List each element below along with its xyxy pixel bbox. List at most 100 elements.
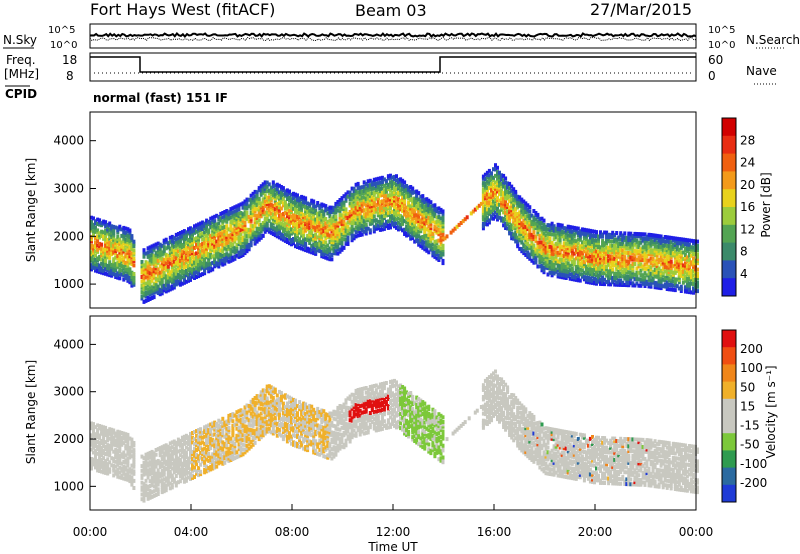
power-cell [601, 279, 605, 284]
power-cell [154, 279, 158, 284]
power-cell [681, 269, 685, 274]
power-cell [336, 225, 340, 230]
power-cell [407, 211, 411, 216]
power-cell [611, 254, 615, 259]
power-cell [588, 228, 592, 233]
power-cell [564, 273, 568, 278]
power-cell [586, 271, 590, 276]
power-cell [217, 238, 221, 243]
power-cell [386, 206, 390, 211]
power-cell [661, 271, 665, 276]
power-cell [500, 190, 504, 195]
power-cell [584, 254, 588, 258]
power-cell [536, 240, 540, 245]
power-cell [566, 254, 570, 259]
power-cell [249, 211, 253, 215]
power-cell [417, 191, 421, 196]
power-cell [427, 220, 431, 225]
power-cell [320, 213, 324, 218]
power-cell [162, 258, 166, 262]
power-cell [267, 203, 271, 208]
power-cell [180, 253, 184, 258]
power-cell [679, 269, 683, 274]
power-cell [681, 237, 685, 242]
power-cell [441, 228, 445, 233]
power-cell [601, 264, 605, 269]
power-cell [556, 229, 560, 234]
power-cell [281, 192, 285, 197]
power-cell [439, 246, 443, 251]
power-cell [681, 263, 685, 268]
freq-unit: [MHz] [4, 67, 39, 81]
power-cell [362, 223, 366, 228]
power-cell [100, 246, 104, 251]
power-cell [364, 203, 368, 208]
power-cell [94, 257, 97, 262]
power-cell [465, 215, 469, 220]
power-cell [506, 205, 510, 209]
power-cell [597, 260, 600, 265]
power-cell [336, 232, 340, 237]
power-cell [195, 260, 198, 264]
power-cell [586, 256, 590, 261]
power-cell [639, 240, 643, 245]
power-cell [233, 250, 237, 255]
power-cell [657, 266, 661, 271]
power-cell [191, 231, 194, 236]
power-cell [330, 244, 334, 249]
power-cell [213, 240, 217, 245]
power-cell [288, 196, 291, 200]
power-cell [142, 248, 146, 253]
power-cell [490, 184, 493, 189]
power-cell [372, 203, 376, 208]
power-cell [667, 235, 671, 240]
power-cell [352, 204, 356, 208]
power-cell [376, 194, 380, 198]
power-cell [104, 258, 108, 263]
power-cell [516, 216, 520, 221]
power-cell [528, 226, 532, 231]
power-cell [427, 203, 431, 207]
power-cell [370, 199, 374, 204]
power-cell [132, 256, 136, 261]
power-cell [659, 271, 663, 275]
power-cell [233, 256, 237, 261]
power-cell [562, 245, 566, 250]
power-cell [619, 274, 623, 279]
power-cell [110, 271, 114, 276]
power-cell [140, 290, 144, 295]
power-cell [344, 224, 348, 229]
power-cell [625, 250, 629, 255]
power-cell [607, 278, 611, 282]
power-cell [225, 217, 229, 222]
power-cell [102, 249, 106, 254]
power-cell [605, 260, 609, 265]
power-cell [366, 190, 370, 195]
power-cell [334, 229, 338, 234]
power-cell [354, 206, 358, 211]
power-cell [209, 268, 213, 273]
power-cell [370, 208, 374, 213]
power-cell [576, 265, 580, 270]
power-cell [409, 234, 413, 239]
power-cell [655, 283, 659, 288]
power-cell [597, 243, 600, 248]
power-cell [564, 241, 568, 246]
power-cell [298, 239, 302, 244]
power-cell [92, 252, 95, 257]
power-cell [245, 210, 249, 215]
power-cell [257, 196, 261, 201]
power-cell [564, 271, 568, 276]
power-cell [360, 219, 364, 224]
power-cell [599, 277, 602, 282]
power-cell [195, 229, 198, 234]
power-cell [429, 245, 433, 250]
power-cell [239, 249, 243, 254]
power-cell [98, 257, 102, 261]
power-cell [128, 239, 132, 244]
power-cell [665, 246, 669, 251]
power-cell [356, 194, 360, 199]
power-cell [110, 224, 114, 229]
power-cell [154, 255, 158, 260]
power-cell [197, 267, 201, 272]
